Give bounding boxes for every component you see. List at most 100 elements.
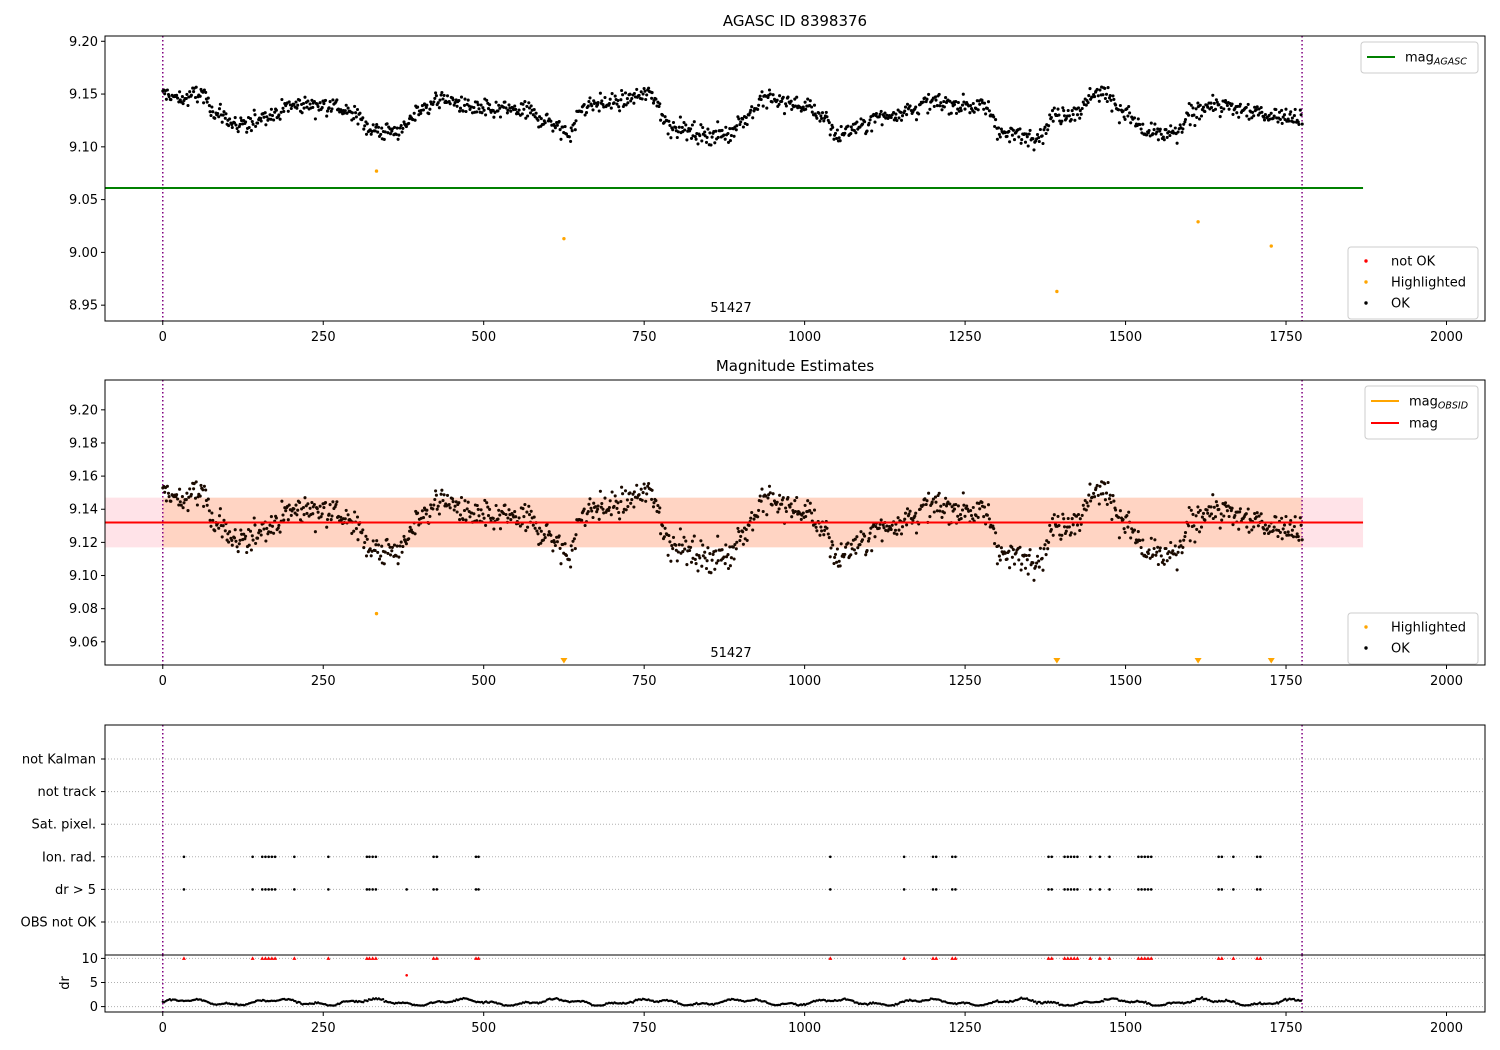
ok-point bbox=[421, 108, 426, 112]
ok-point bbox=[1214, 500, 1218, 504]
ok-point bbox=[1049, 115, 1053, 120]
ok-point bbox=[563, 542, 567, 546]
ok-point bbox=[1198, 103, 1202, 107]
dr-over-limit-marker bbox=[1049, 956, 1054, 960]
ok-point bbox=[1175, 568, 1179, 572]
panel-agasc-annotation: 51427 bbox=[710, 301, 751, 316]
ok-point bbox=[346, 106, 350, 110]
ok-point bbox=[356, 538, 360, 542]
ok-point bbox=[1092, 491, 1096, 495]
ok-point bbox=[1238, 102, 1242, 106]
ok-point bbox=[232, 536, 237, 540]
flag-point bbox=[1098, 855, 1102, 859]
ok-point bbox=[428, 107, 432, 111]
ok-point bbox=[289, 513, 293, 517]
dr-point bbox=[366, 999, 369, 1003]
ok-point bbox=[401, 544, 405, 549]
ok-point bbox=[735, 540, 739, 544]
ok-point bbox=[907, 512, 911, 516]
ok-point bbox=[1048, 113, 1052, 117]
ok-point bbox=[453, 101, 457, 105]
ok-point bbox=[1147, 128, 1151, 133]
ok-point bbox=[1161, 135, 1165, 139]
ok-point bbox=[209, 524, 213, 528]
ok-point bbox=[1164, 546, 1168, 551]
ok-point bbox=[462, 508, 467, 513]
ok-point bbox=[316, 510, 320, 514]
ok-point bbox=[1020, 138, 1024, 142]
ok-point bbox=[195, 503, 199, 507]
ok-point bbox=[668, 123, 672, 127]
ok-point bbox=[270, 113, 275, 118]
ok-point bbox=[506, 516, 510, 520]
flag-point bbox=[1149, 888, 1153, 891]
ok-point bbox=[1007, 129, 1011, 133]
ok-point bbox=[245, 130, 249, 134]
ok-point bbox=[262, 527, 266, 531]
ok-point bbox=[259, 119, 263, 123]
ok-point bbox=[691, 556, 695, 560]
ok-point bbox=[933, 495, 938, 499]
ok-point bbox=[1107, 497, 1112, 501]
ok-point bbox=[209, 113, 213, 118]
ok-point bbox=[1277, 528, 1281, 532]
ok-point bbox=[502, 105, 506, 109]
ok-point bbox=[703, 130, 707, 134]
ok-point bbox=[435, 507, 439, 511]
ok-point bbox=[591, 515, 595, 520]
ok-point bbox=[1037, 565, 1041, 569]
ok-point bbox=[855, 535, 859, 539]
ok-point bbox=[485, 501, 489, 505]
ok-point bbox=[613, 494, 617, 498]
ok-point bbox=[1165, 559, 1169, 563]
ok-point bbox=[1080, 513, 1084, 517]
ok-point bbox=[1276, 120, 1280, 124]
ok-point bbox=[220, 120, 224, 124]
ok-point bbox=[567, 558, 571, 562]
ok-point bbox=[277, 523, 281, 527]
ok-point bbox=[674, 125, 678, 130]
ok-point bbox=[1198, 508, 1202, 512]
ok-point bbox=[475, 519, 479, 523]
ok-point bbox=[724, 125, 728, 129]
ok-point bbox=[494, 100, 498, 104]
ok-point bbox=[879, 109, 883, 113]
ok-point bbox=[726, 553, 730, 557]
ok-point bbox=[694, 562, 698, 566]
ok-point bbox=[750, 105, 754, 109]
ok-point bbox=[1262, 115, 1266, 119]
ok-point bbox=[737, 117, 741, 121]
ok-point bbox=[849, 553, 853, 557]
ok-point bbox=[677, 543, 681, 547]
ok-point bbox=[320, 106, 324, 110]
ok-point bbox=[728, 139, 732, 143]
ok-point bbox=[767, 484, 772, 488]
ok-point bbox=[942, 99, 946, 104]
dr-over-limit-marker bbox=[266, 956, 271, 960]
ok-point bbox=[1093, 495, 1097, 499]
ok-point bbox=[760, 487, 764, 491]
ok-point bbox=[623, 91, 628, 95]
ok-point bbox=[793, 509, 798, 514]
ok-point bbox=[671, 535, 676, 539]
out-of-range-marker bbox=[1267, 658, 1275, 664]
ok-point bbox=[343, 109, 347, 113]
ok-point bbox=[1005, 134, 1009, 138]
ok-point bbox=[751, 116, 755, 120]
flag-point bbox=[474, 855, 478, 859]
ok-point bbox=[972, 110, 976, 114]
ok-point bbox=[1146, 551, 1150, 556]
ok-point bbox=[620, 88, 624, 93]
dr-over-limit-marker bbox=[269, 956, 274, 960]
ok-point bbox=[325, 525, 329, 529]
ok-point bbox=[379, 132, 383, 136]
ok-point bbox=[1018, 127, 1022, 131]
ok-point bbox=[286, 518, 290, 522]
ok-point bbox=[826, 532, 830, 536]
ok-point bbox=[516, 111, 520, 116]
ok-point bbox=[722, 133, 726, 137]
ok-point bbox=[803, 503, 807, 507]
ok-point bbox=[676, 550, 680, 554]
ok-point bbox=[586, 510, 590, 514]
ok-point bbox=[806, 97, 810, 101]
